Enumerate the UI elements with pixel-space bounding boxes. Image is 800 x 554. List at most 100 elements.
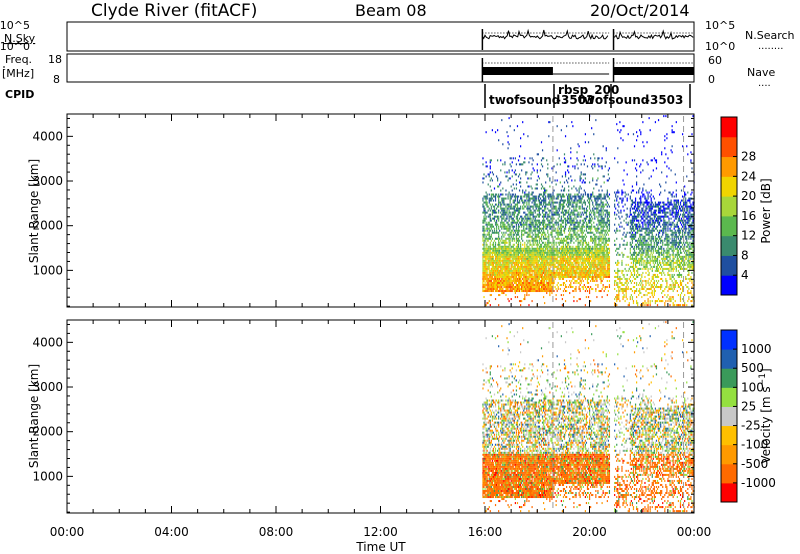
power-cell (548, 249, 550, 252)
power-cell (622, 199, 624, 202)
power-cell (633, 229, 636, 232)
power-cell (623, 275, 625, 278)
power-cell (584, 233, 586, 236)
power-cell (483, 219, 485, 222)
power-cell (488, 259, 490, 262)
power-cell (547, 225, 549, 228)
power-cell (631, 296, 634, 299)
power-cell (483, 251, 485, 254)
power-cell (605, 221, 607, 224)
power-cell (572, 245, 574, 248)
power-cell (521, 221, 523, 224)
power-cell (604, 261, 606, 264)
power-cell (517, 249, 520, 252)
power-cell (588, 288, 591, 291)
power-cell (518, 217, 521, 220)
power-cell (599, 290, 601, 293)
power-cell (533, 255, 535, 258)
power-cell (598, 157, 600, 160)
power-cell (591, 277, 593, 280)
power-cell (576, 257, 578, 260)
power-cell (533, 259, 535, 262)
power-cell (597, 169, 599, 172)
power-cell (632, 251, 635, 254)
power-cell (550, 273, 552, 276)
power-cell (528, 177, 530, 180)
power-cell (599, 231, 601, 234)
power-cell (542, 277, 545, 280)
power-cell (492, 217, 495, 220)
power-cell (508, 290, 510, 293)
power-cell (550, 245, 552, 248)
power-cell (528, 227, 530, 230)
power-cell (626, 207, 628, 210)
power-cell (600, 273, 602, 276)
power-cell (554, 255, 556, 258)
power-cell (541, 223, 544, 226)
power-cell (592, 209, 594, 212)
power-cell (620, 221, 622, 224)
power-cell (573, 296, 575, 299)
power-cell (526, 247, 528, 250)
power-cell (535, 249, 537, 252)
power-cell (482, 269, 484, 272)
power-cell (601, 215, 603, 218)
power-cell (518, 239, 521, 242)
power-cell (550, 247, 552, 250)
power-cell (625, 217, 627, 220)
power-cell (637, 259, 639, 262)
power-cell (562, 205, 565, 208)
power-cell (501, 231, 503, 234)
power-cell (591, 253, 593, 256)
power-cell (541, 211, 544, 214)
power-cell (633, 277, 636, 280)
power-cell (524, 271, 526, 274)
power-cell (507, 288, 509, 291)
power-cell (550, 253, 552, 256)
power-cell (555, 273, 557, 276)
power-cell (502, 273, 504, 276)
power-cell (560, 225, 562, 228)
power-cell (592, 231, 594, 234)
power-cell (484, 265, 486, 268)
power-cell (494, 131, 497, 134)
power-cell (607, 267, 609, 270)
power-cell (549, 201, 551, 204)
power-cell (636, 288, 638, 291)
power-cell (489, 161, 491, 164)
power-cell (524, 223, 526, 226)
power-cell (617, 259, 619, 262)
power-cell (592, 217, 594, 220)
power-cell (499, 263, 501, 266)
power-cell (484, 273, 486, 276)
power-cell (488, 275, 490, 278)
power-cell (572, 205, 574, 208)
power-cell (529, 261, 531, 264)
power-cell (516, 247, 519, 250)
power-cell (594, 211, 596, 214)
power-cell (513, 265, 515, 268)
power-cell (593, 255, 595, 258)
power-cell (583, 249, 585, 252)
power-cell (539, 251, 542, 254)
power-cell (506, 290, 508, 293)
power-cell (483, 201, 485, 204)
power-cell (568, 273, 570, 276)
power-cell (509, 269, 511, 272)
power-cell (550, 197, 552, 200)
power-cell (549, 292, 551, 295)
power-cell (533, 288, 535, 291)
power-cell (614, 304, 616, 307)
power-cell (497, 251, 499, 254)
power-cell (619, 197, 621, 200)
power-cell (637, 302, 639, 305)
power-cell (486, 281, 488, 284)
power-cell (542, 253, 545, 256)
power-cell (636, 283, 638, 287)
power-cell (528, 304, 530, 307)
power-cell (596, 296, 598, 299)
power-cell (580, 247, 582, 250)
power-cell (592, 257, 594, 260)
power-cell (563, 199, 566, 202)
power-cell (597, 249, 599, 252)
